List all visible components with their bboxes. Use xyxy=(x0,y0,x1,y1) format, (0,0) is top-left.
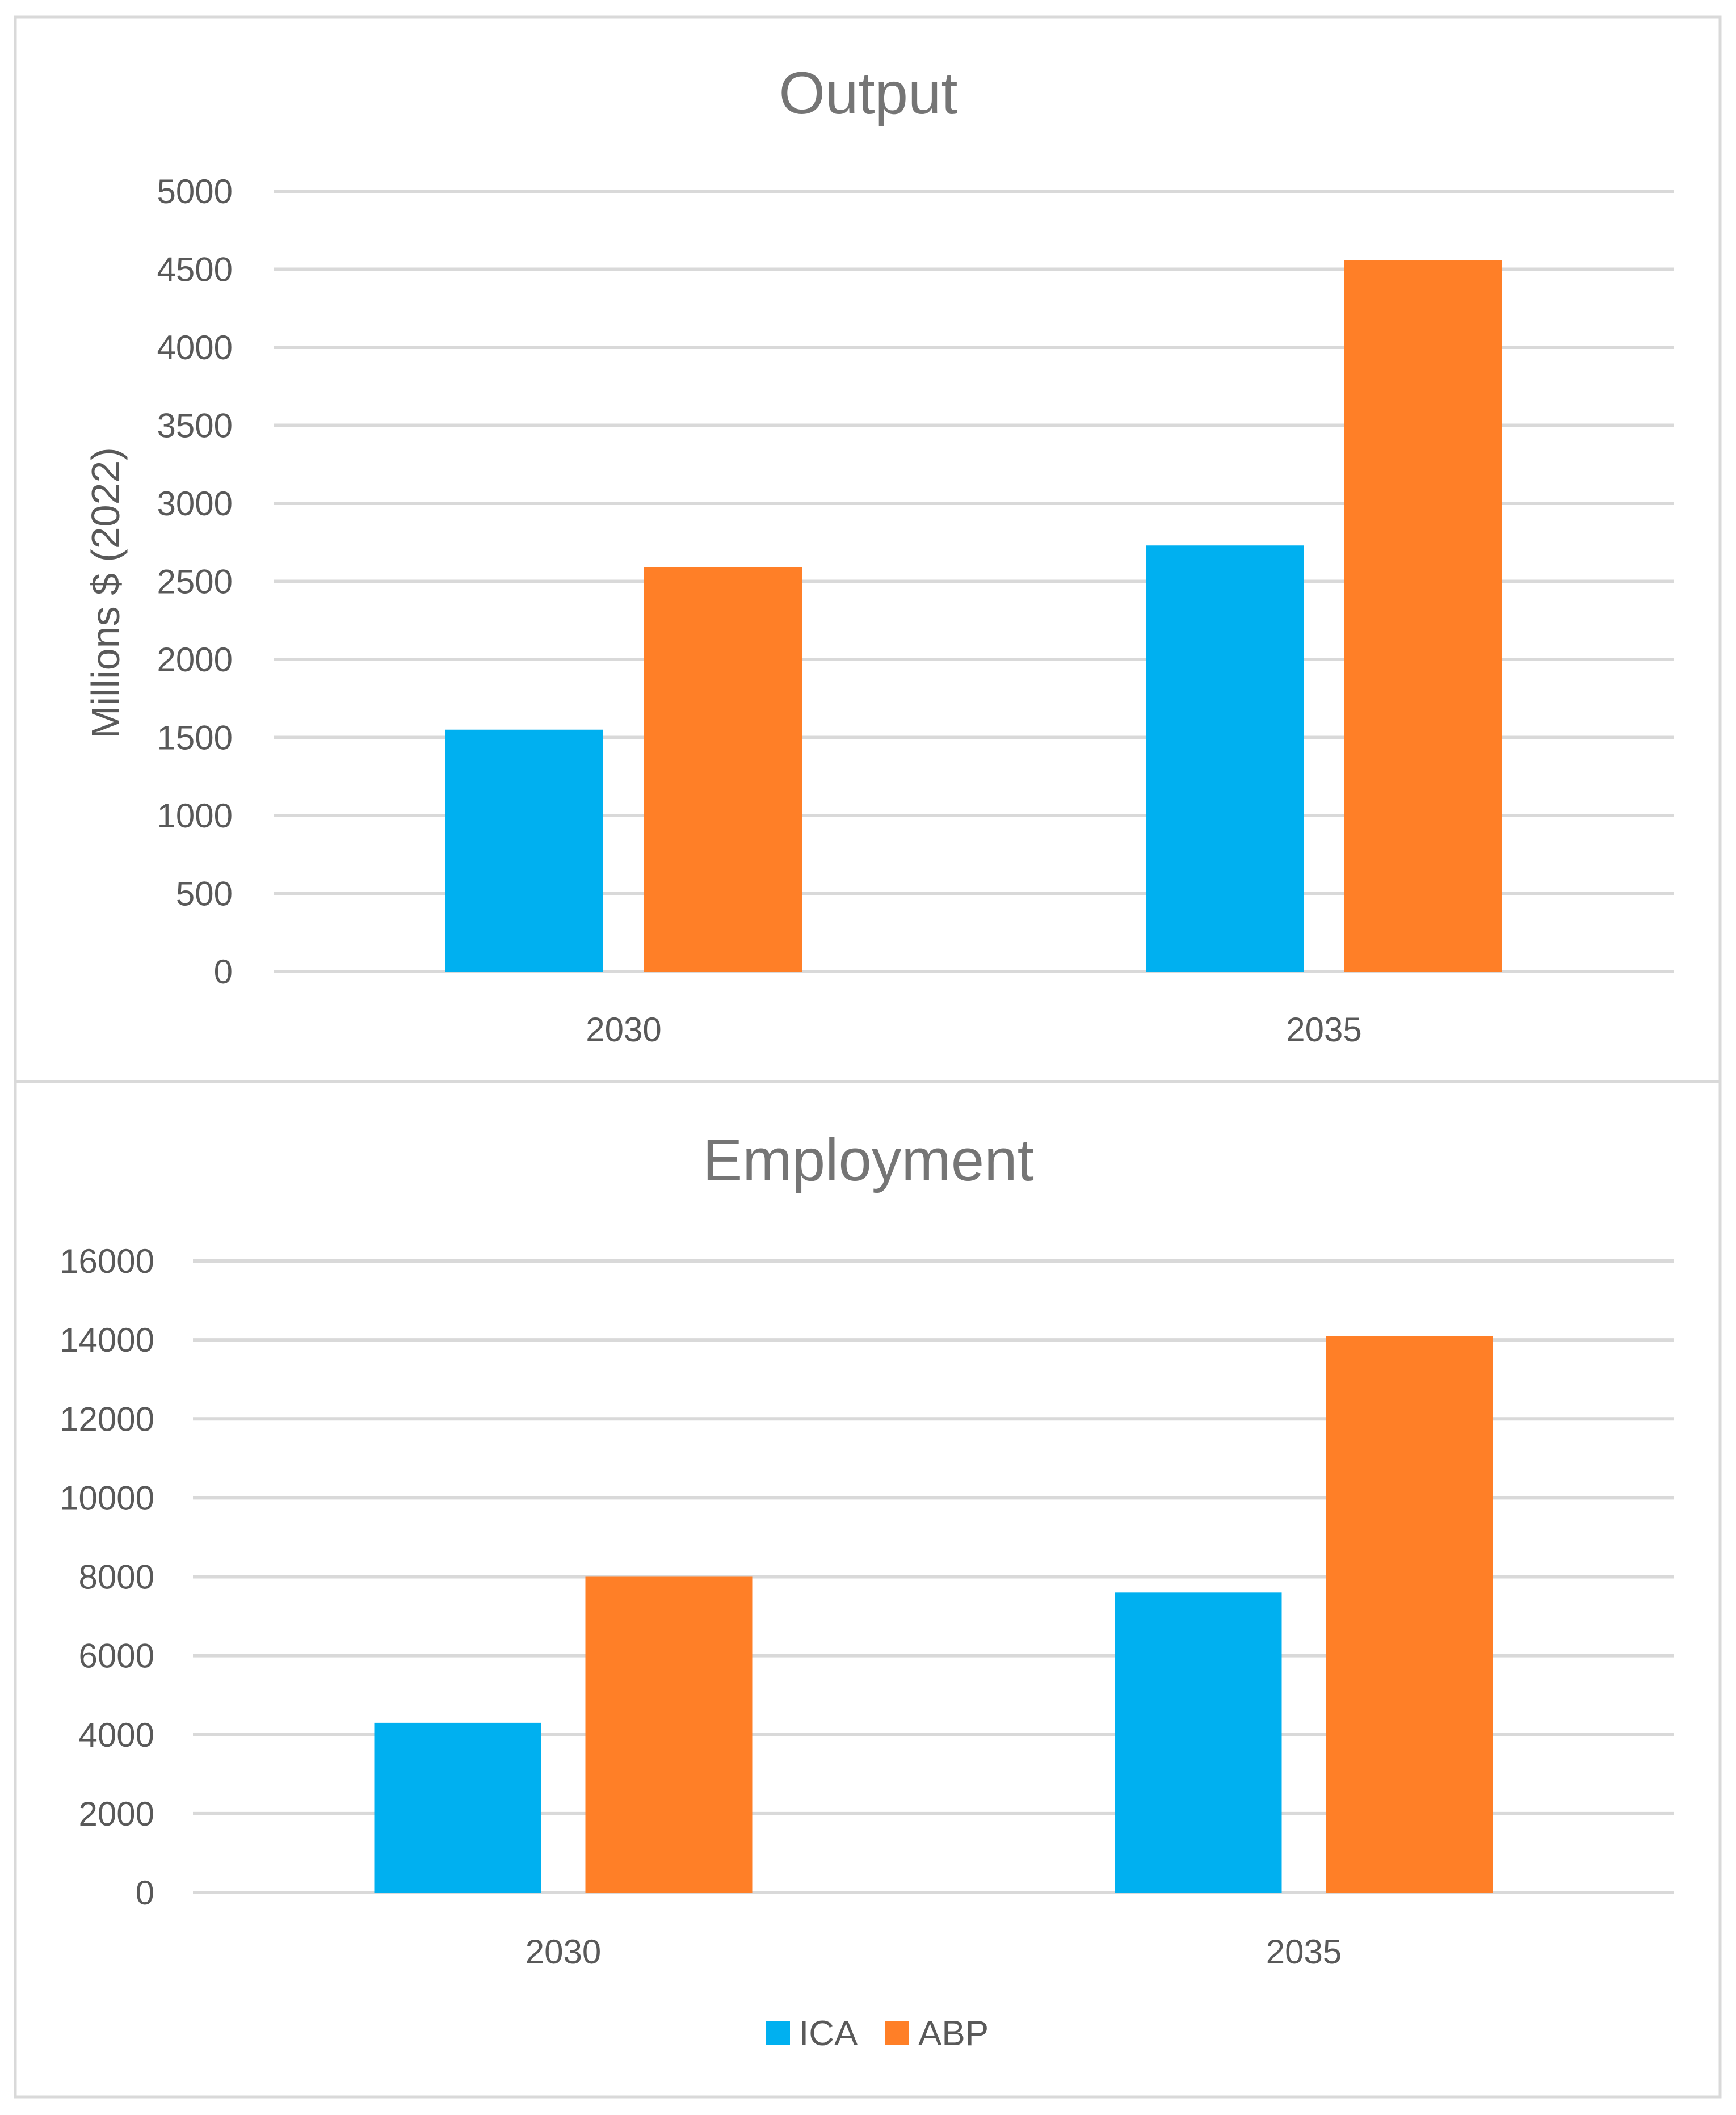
output-chart-title: Output xyxy=(779,60,957,127)
employment-bar-ica-2035 xyxy=(1115,1592,1282,1893)
employment-y-tick-label: 14000 xyxy=(60,1321,154,1359)
employment-y-tick-label: 4000 xyxy=(79,1716,154,1754)
employment-bar-ica-2030 xyxy=(374,1722,541,1893)
employment-bar-abp-2035 xyxy=(1326,1336,1493,1893)
output-bar-abp-2030 xyxy=(644,567,802,972)
output-y-tick-label: 4000 xyxy=(157,329,233,367)
output-y-tick-label: 3000 xyxy=(157,485,233,523)
output-y-tick-label: 3500 xyxy=(157,407,233,445)
employment-y-tick-label: 12000 xyxy=(60,1400,154,1438)
employment-y-tick-label: 2000 xyxy=(79,1795,154,1833)
output-y-tick-label: 4500 xyxy=(157,251,233,289)
employment-chart-title: Employment xyxy=(703,1127,1034,1193)
employment-bar-abp-2030 xyxy=(585,1576,753,1893)
output-y-tick-label: 1000 xyxy=(157,797,233,835)
output-y-tick-label: 0 xyxy=(214,953,233,991)
employment-y-tick-label: 16000 xyxy=(60,1242,154,1280)
output-bar-ica-2030 xyxy=(445,729,603,972)
output-plot-area: 0 500 1000 1500 2000 2500 3000 3500 4000 4500 5000… xyxy=(157,173,1674,1049)
employment-x-category-label: 2030 xyxy=(526,1933,601,1971)
output-y-tick-label: 2500 xyxy=(157,563,233,601)
employment-y-tick-label: 8000 xyxy=(79,1558,154,1596)
legend-label-ica: ICA xyxy=(799,2014,858,2053)
output-x-category-label: 2030 xyxy=(586,1011,661,1049)
employment-y-tick-label: 10000 xyxy=(60,1479,154,1517)
employment-chart-panel: Employment 0 2000 4000 6000 8000 10000 12000 14… xyxy=(14,1080,1722,2099)
legend-label-abp: ABP xyxy=(918,2014,989,2053)
employment-x-category-label: 2035 xyxy=(1266,1933,1342,1971)
legend: ICA ABP xyxy=(766,2014,989,2053)
output-chart-panel: Output Millions $ (2022) 0 500 1000 1500 200… xyxy=(14,15,1722,1083)
output-bar-ica-2035 xyxy=(1146,545,1304,972)
legend-swatch-abp xyxy=(885,2021,909,2045)
output-y-axis-title: Millions $ (2022) xyxy=(83,447,128,739)
employment-plot-area: 0 2000 4000 6000 8000 10000 12000 14000 16000 203… xyxy=(60,1242,1674,1971)
output-bar-abp-2035 xyxy=(1344,260,1502,972)
output-y-tick-label: 500 xyxy=(176,875,233,913)
output-y-tick-label: 5000 xyxy=(157,173,233,211)
output-x-category-label: 2035 xyxy=(1286,1011,1361,1049)
employment-y-tick-label: 6000 xyxy=(79,1637,154,1675)
output-y-tick-label: 2000 xyxy=(157,641,233,679)
employment-y-tick-label: 0 xyxy=(136,1874,154,1912)
output-y-tick-label: 1500 xyxy=(157,719,233,757)
legend-swatch-ica xyxy=(766,2021,790,2045)
